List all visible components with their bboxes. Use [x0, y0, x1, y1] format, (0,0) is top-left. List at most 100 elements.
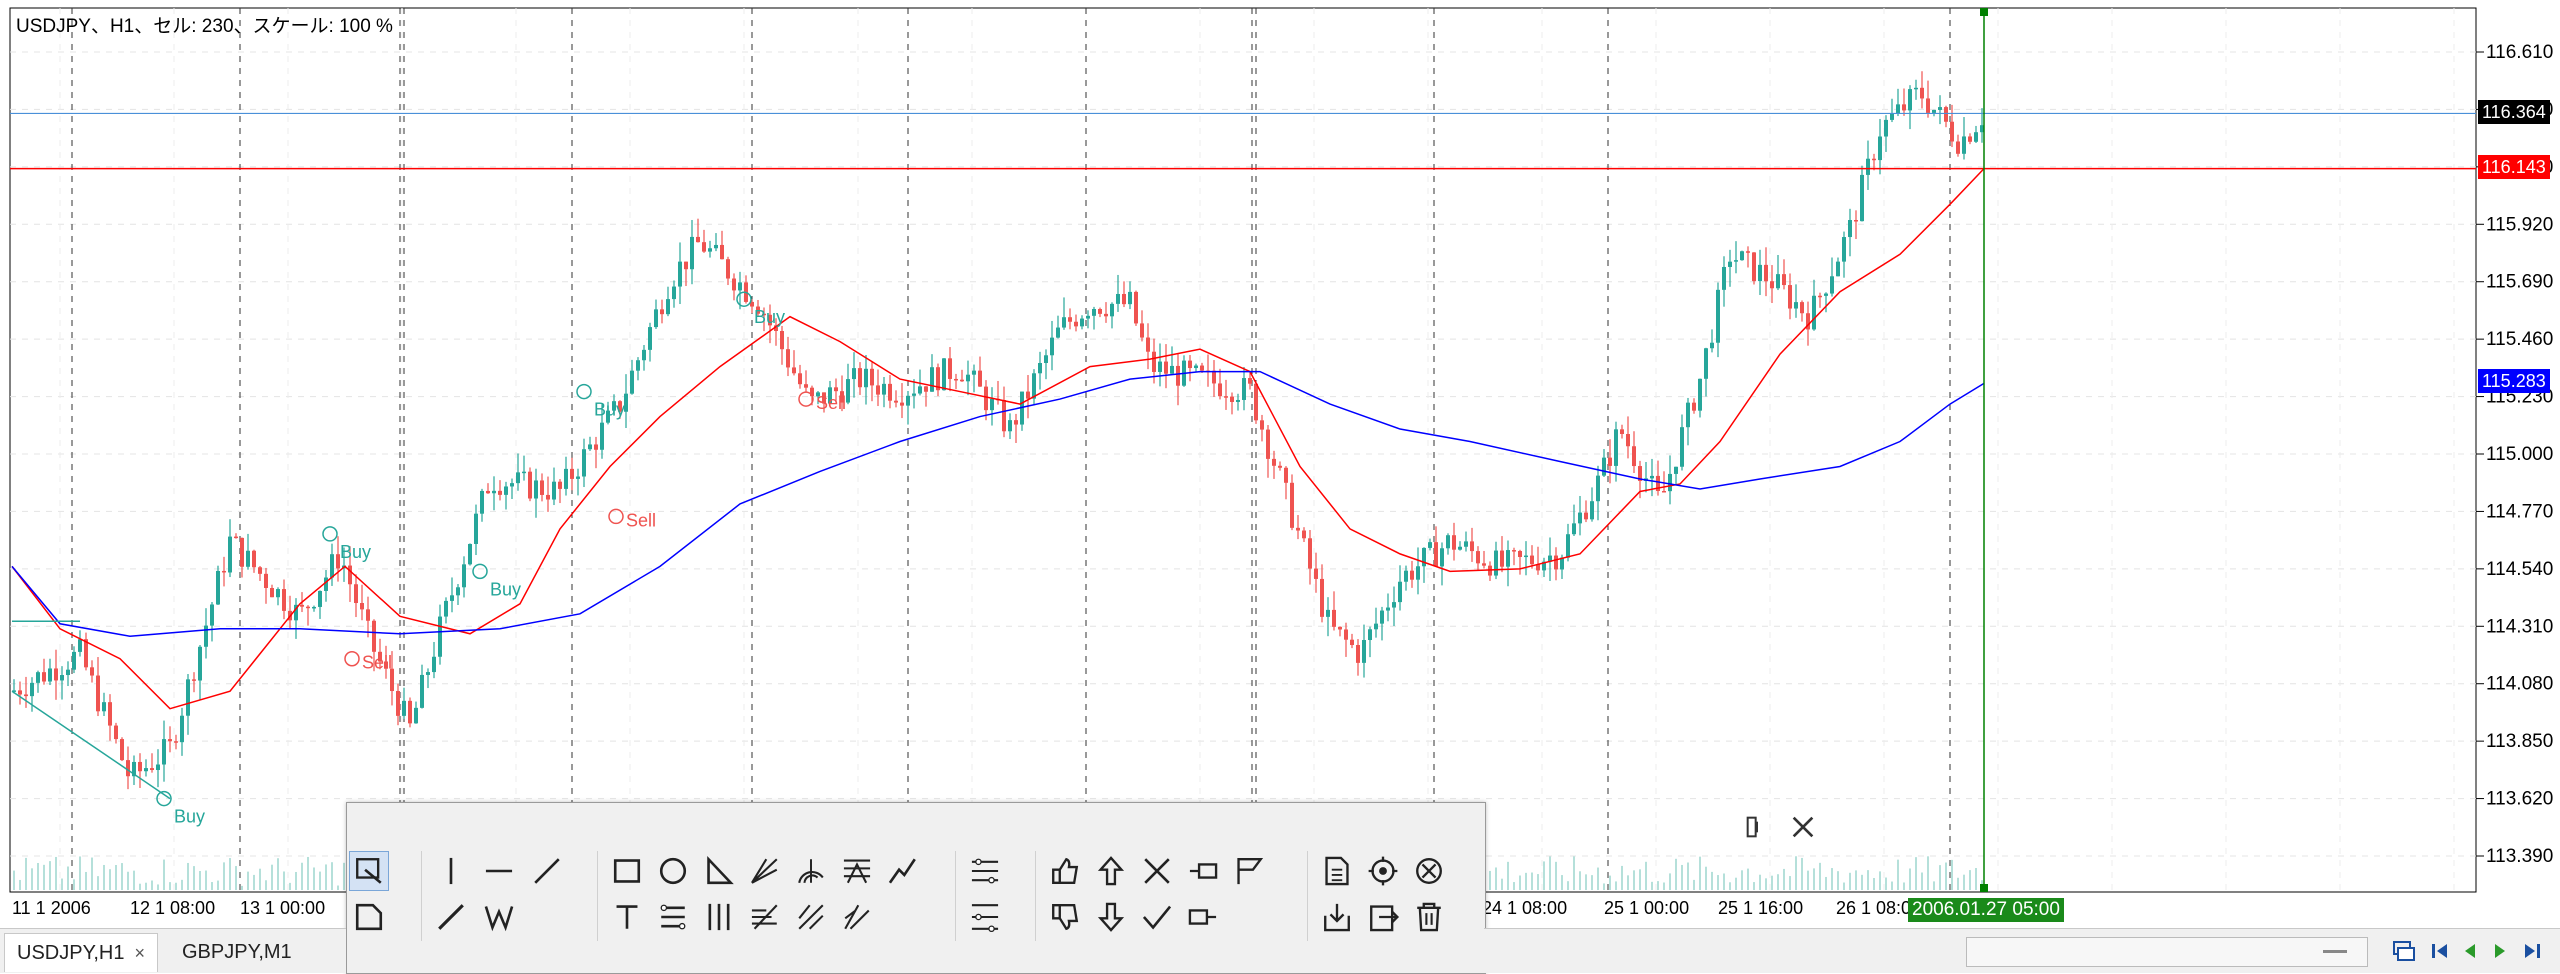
tab-gbpjpy[interactable]: GBPJPY,M1 [170, 933, 304, 971]
gann-grid-icon[interactable] [791, 897, 831, 937]
template-icon[interactable] [1317, 851, 1357, 891]
channel-icon[interactable] [653, 897, 693, 937]
drawing-toolbar [346, 802, 1814, 974]
price-tick-label: 114.540 [2486, 559, 2553, 580]
price-tag-red-line: 116.143 [2478, 155, 2550, 179]
fibo-fan-icon[interactable] [745, 897, 785, 937]
fibo-channel-icon[interactable] [837, 851, 877, 891]
import-icon[interactable] [1317, 897, 1357, 937]
pitchfork-icon[interactable] [883, 851, 923, 891]
buy-signal-marker[interactable] [736, 291, 752, 307]
thumbs-up-icon[interactable] [1045, 851, 1085, 891]
price-tick-label: 116.610 [2486, 42, 2553, 63]
time-tick-label: 24 1 08:00 [1482, 898, 1567, 918]
cycle-lines-icon[interactable] [699, 897, 739, 937]
toolbar-separator [1307, 851, 1308, 941]
toolbar-separator [955, 851, 956, 941]
price-tick-label: 114.080 [2486, 674, 2553, 695]
buy-signal-marker[interactable] [472, 563, 488, 580]
price-tick-label: 113.850 [2486, 731, 2553, 752]
export-icon[interactable] [1363, 897, 1403, 937]
fibo-arcs-icon[interactable] [791, 851, 831, 891]
andrews-icon[interactable] [837, 897, 877, 937]
price-tick-label: 115.460 [2486, 329, 2553, 350]
time-tick-label: 25 1 00:00 [1604, 898, 1689, 918]
buy-signal-marker[interactable] [576, 383, 592, 400]
time-tick-label: 26 1 08:0 [1836, 898, 1911, 918]
sell-signal-marker[interactable] [344, 650, 360, 667]
select-icon[interactable] [349, 851, 389, 891]
time-tick-label: 13 1 00:00 [240, 898, 325, 918]
ray-line-icon[interactable] [431, 897, 471, 937]
toolbar-separator [1035, 851, 1036, 941]
price-label-icon[interactable] [1183, 851, 1223, 891]
pin-icon[interactable] [1737, 811, 1769, 843]
sell-signal-marker[interactable] [608, 508, 624, 525]
time-tick-label: 12 1 08:00 [130, 898, 215, 918]
go-last-icon[interactable] [2518, 937, 2546, 965]
check-icon[interactable] [1137, 897, 1177, 937]
price-tick-label: 114.770 [2486, 501, 2553, 522]
rectangle-icon[interactable] [607, 851, 647, 891]
trash-icon[interactable] [1409, 897, 1449, 937]
tab-close-icon[interactable]: × [134, 943, 145, 963]
sell-signal-label: Sell [626, 510, 656, 530]
delete-target-icon[interactable] [1409, 851, 1449, 891]
arrow-up-icon[interactable] [1091, 851, 1131, 891]
go-first-icon[interactable] [2426, 937, 2454, 965]
close-icon[interactable] [1787, 811, 1819, 843]
trend-line-icon[interactable] [527, 851, 567, 891]
price-tag-ma: 115.283 [2478, 369, 2550, 393]
status-bar [1484, 928, 2560, 973]
buy-signal-label: Buy [174, 807, 205, 827]
arrow-down-icon[interactable] [1091, 897, 1131, 937]
scroll-field[interactable] [1966, 937, 2368, 967]
object-list-icon[interactable] [349, 897, 389, 937]
sell-signal-label: Sell [362, 653, 392, 673]
price-chart[interactable]: Buy Buy Buy Buy Buy Sell Sell Sell 116.610 116.3… [0, 0, 2560, 928]
scroll-right-icon[interactable] [2486, 937, 2514, 965]
toolbar-header [347, 803, 1814, 855]
price-tick-label: 115.920 [2486, 214, 2553, 235]
ma-fast-line[interactable] [11, 168, 1985, 710]
fibo-retracement-icon[interactable] [965, 851, 1005, 891]
thumbs-down-icon[interactable] [1045, 897, 1085, 937]
sell-signal-marker[interactable] [798, 391, 814, 407]
gann-fan-icon[interactable] [745, 851, 785, 891]
buy-signal-label: Buy [754, 307, 785, 327]
ma-slow-line[interactable] [11, 370, 1985, 638]
horizontal-line-icon[interactable] [479, 851, 519, 891]
flag-icon[interactable] [1229, 851, 1269, 891]
price-tick-label: 115.690 [2486, 272, 2553, 293]
chart-tabs: USDJPY,H1 × GBPJPY,M1 [0, 928, 346, 973]
buy-signal-label: Buy [490, 579, 521, 599]
elliott-wave-icon[interactable] [479, 897, 519, 937]
sell-signal-label: Sell [816, 393, 846, 413]
tab-label: GBPJPY,M1 [182, 941, 292, 963]
ellipse-icon[interactable] [653, 851, 693, 891]
scroll-left-icon[interactable] [2456, 937, 2484, 965]
price-tick-label: 114.310 [2486, 616, 2553, 637]
crosshair-time-tag: 2006.01.27 05:00 [1908, 898, 2064, 922]
time-tick-label: 25 1 16:00 [1718, 898, 1803, 918]
buy-signal-label: Buy [594, 400, 625, 420]
chart-list-icon[interactable] [2390, 937, 2418, 965]
toolbar-separator [597, 851, 598, 941]
fibo-expansion-icon[interactable] [965, 897, 1005, 937]
text-icon[interactable] [607, 897, 647, 937]
buy-signal-marker[interactable] [156, 790, 172, 807]
minus-icon [2323, 950, 2347, 953]
buy-signal-marker[interactable] [322, 526, 338, 542]
triangle-icon[interactable] [699, 851, 739, 891]
price-tag-icon[interactable] [1183, 897, 1223, 937]
time-tick-label: 11 1 2006 [12, 898, 91, 918]
price-tick-label: 115.000 [2486, 444, 2553, 465]
tab-usdjpy[interactable]: USDJPY,H1 × [4, 933, 158, 972]
vertical-line-icon[interactable] [431, 851, 471, 891]
target-icon[interactable] [1363, 851, 1403, 891]
price-tag-blue-line: 116.364 [2478, 100, 2550, 124]
trend-line[interactable] [11, 690, 171, 800]
tab-label: USDJPY,H1 [17, 942, 125, 964]
toolbar-separator [421, 851, 422, 941]
cross-icon[interactable] [1137, 851, 1177, 891]
